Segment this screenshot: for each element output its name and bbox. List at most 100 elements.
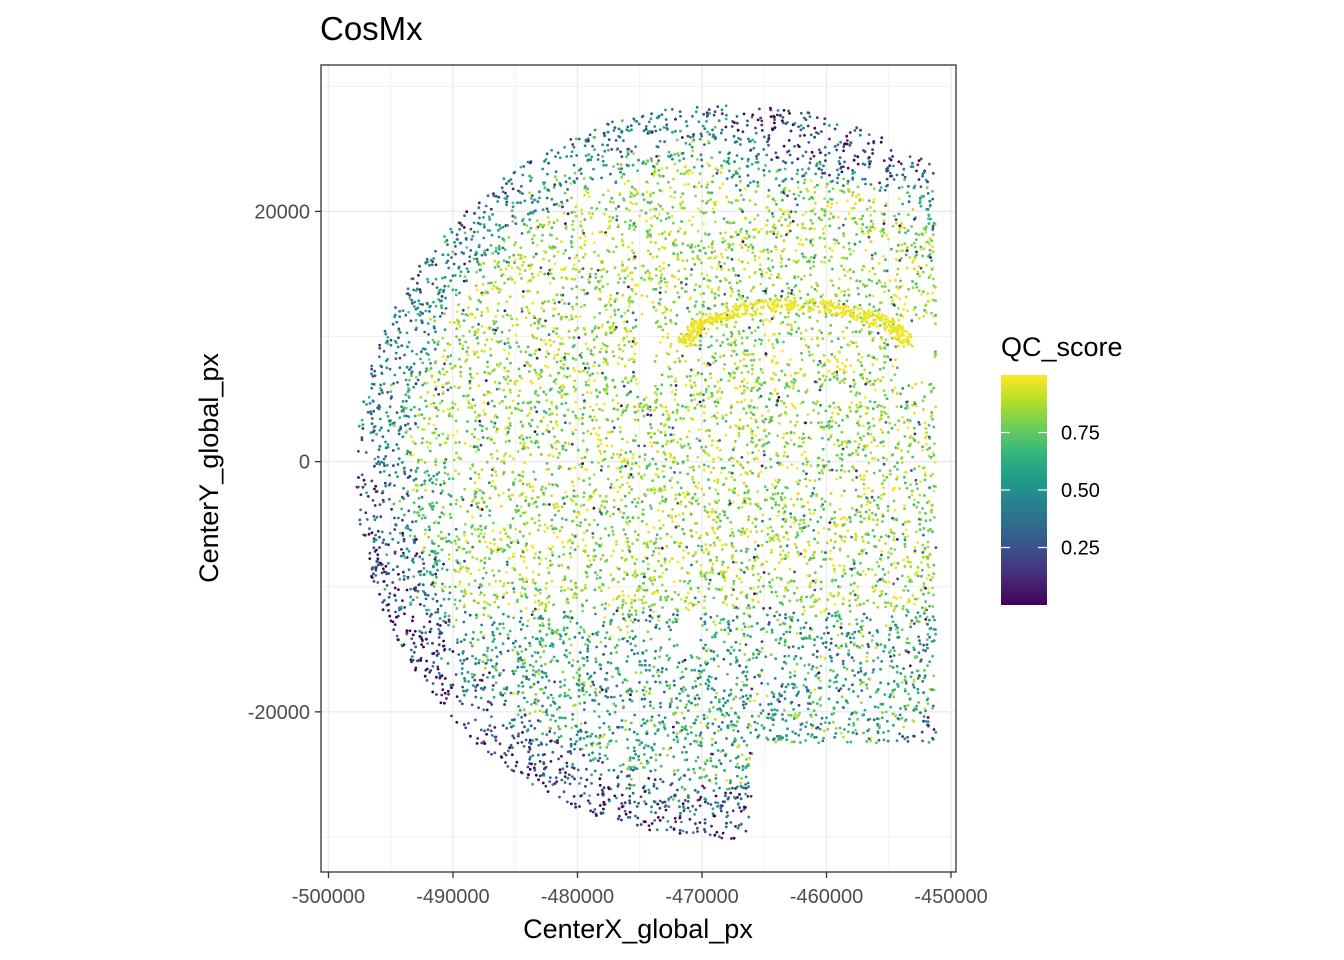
data-point — [388, 423, 392, 427]
data-point — [501, 595, 505, 599]
data-point — [711, 562, 715, 566]
data-point — [623, 364, 627, 368]
data-point — [457, 472, 461, 476]
data-point — [751, 451, 755, 454]
data-point — [783, 210, 787, 213]
data-point — [481, 436, 485, 439]
data-point — [680, 670, 684, 674]
data-point — [734, 560, 738, 564]
data-point — [632, 439, 635, 442]
data-point — [466, 270, 470, 273]
data-point — [747, 785, 750, 789]
data-point — [899, 707, 902, 710]
data-point — [829, 212, 833, 216]
data-point — [628, 224, 632, 227]
data-point — [612, 250, 616, 254]
data-point — [543, 364, 547, 368]
data-point — [593, 769, 597, 773]
data-point — [530, 418, 534, 422]
data-point — [642, 639, 646, 643]
data-point — [820, 331, 823, 334]
data-point — [829, 435, 833, 439]
data-point — [372, 409, 376, 413]
data-point — [652, 305, 656, 309]
data-point — [431, 682, 435, 685]
data-point — [655, 623, 658, 627]
data-point — [597, 297, 600, 301]
data-point — [398, 366, 402, 369]
data-point — [532, 234, 536, 237]
data-point — [623, 801, 627, 805]
data-point — [644, 125, 648, 128]
data-point — [544, 503, 548, 506]
data-point — [925, 638, 929, 641]
data-point — [714, 782, 718, 785]
data-point — [728, 502, 732, 505]
data-point — [421, 437, 424, 440]
data-point — [851, 452, 854, 455]
data-point — [715, 398, 719, 402]
data-point — [907, 184, 910, 188]
data-point — [529, 380, 533, 383]
data-point — [800, 529, 804, 533]
data-point — [767, 712, 771, 716]
data-point — [744, 364, 748, 368]
data-point — [393, 528, 397, 531]
data-point — [707, 514, 711, 518]
data-point — [645, 759, 649, 763]
data-point — [900, 243, 904, 247]
data-point — [722, 640, 726, 644]
data-point — [703, 509, 707, 512]
data-point — [623, 343, 626, 347]
data-point — [753, 217, 757, 221]
data-point — [693, 721, 697, 725]
data-point — [895, 221, 898, 225]
data-point — [601, 790, 605, 794]
data-point — [410, 302, 414, 305]
data-point — [605, 350, 608, 354]
data-point — [594, 488, 598, 492]
data-point — [395, 341, 398, 345]
data-point — [526, 401, 530, 405]
data-point — [740, 400, 743, 404]
data-point — [591, 532, 595, 535]
data-point — [754, 227, 758, 231]
data-point — [582, 531, 586, 534]
data-point — [718, 512, 722, 516]
data-point — [449, 386, 453, 390]
data-point — [934, 628, 937, 631]
data-point — [636, 651, 640, 655]
data-point — [474, 450, 478, 454]
data-point — [694, 759, 698, 763]
data-point — [404, 378, 408, 382]
data-point — [843, 160, 846, 164]
data-point — [567, 352, 570, 356]
data-point — [546, 424, 549, 427]
data-point — [732, 235, 735, 239]
data-point — [719, 806, 723, 810]
data-point — [541, 167, 545, 171]
data-point — [774, 177, 778, 180]
data-point — [850, 535, 853, 539]
data-point — [599, 640, 603, 644]
data-point — [752, 358, 756, 362]
data-point — [498, 401, 502, 405]
data-point — [495, 474, 498, 477]
data-point — [528, 767, 532, 771]
data-point — [632, 756, 635, 760]
data-point — [469, 467, 472, 470]
data-point — [852, 385, 856, 388]
data-point — [780, 257, 784, 261]
data-point — [862, 424, 865, 428]
data-point — [510, 182, 514, 186]
data-point — [740, 392, 744, 395]
data-point — [412, 641, 416, 645]
data-point — [429, 317, 432, 321]
data-point — [662, 747, 665, 750]
data-point — [727, 632, 730, 636]
data-point — [642, 572, 646, 576]
data-point — [602, 653, 605, 656]
data-point — [556, 741, 559, 745]
data-point — [585, 735, 589, 738]
data-point — [418, 288, 422, 291]
